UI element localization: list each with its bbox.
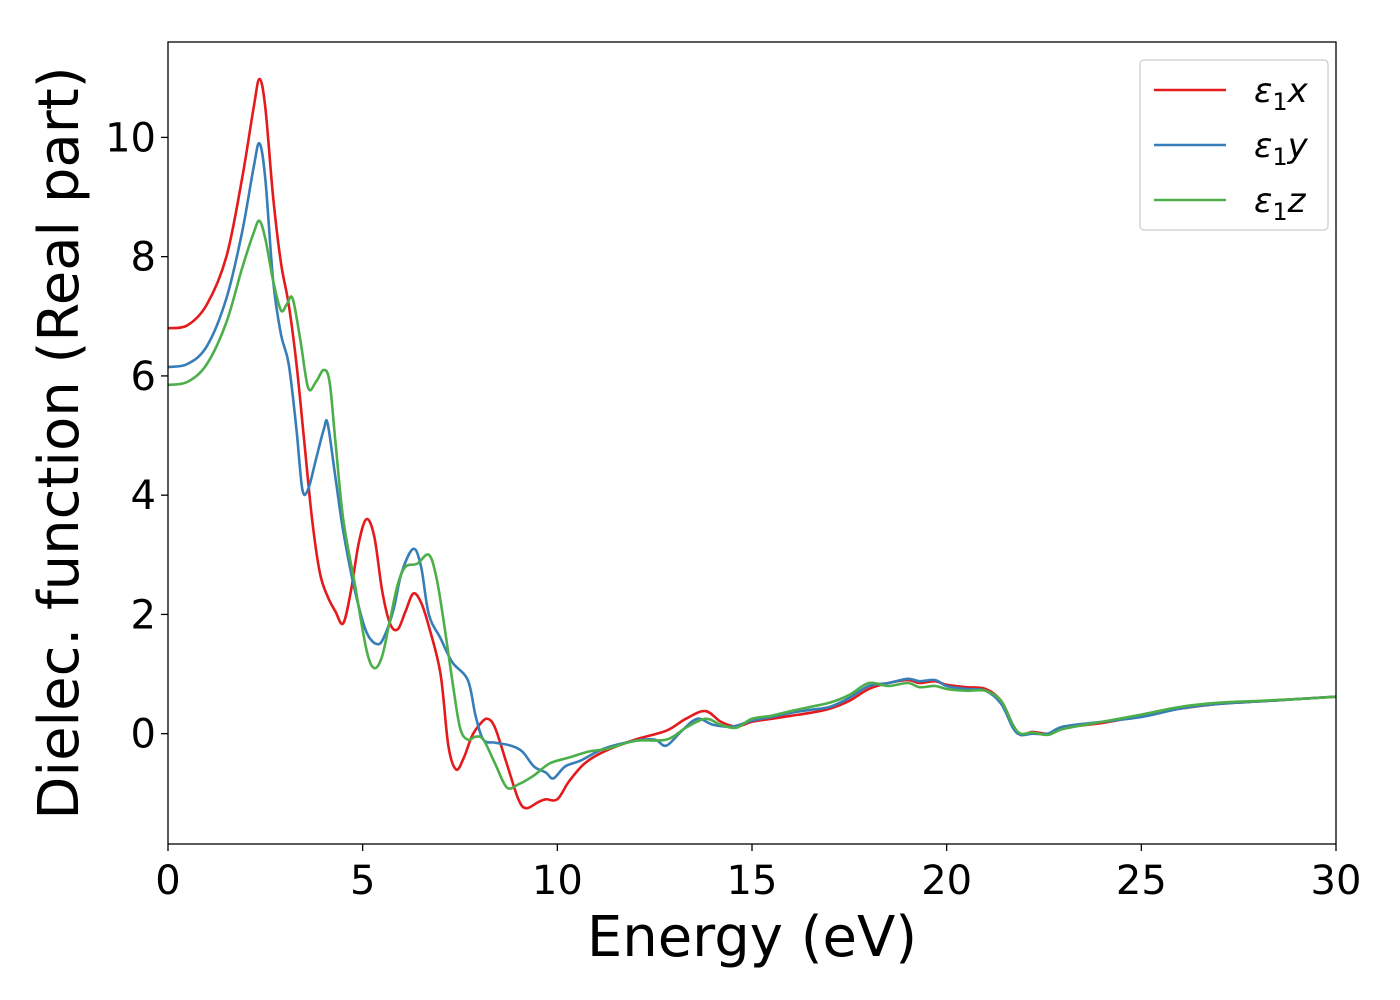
x-tick-label: 25 xyxy=(1116,858,1167,904)
y-axis-ticks: 0 2 4 6 8 10 xyxy=(105,115,168,758)
legend: ε1x ε1y ε1z xyxy=(1139,59,1329,231)
legend-label-y: ε1y xyxy=(1254,126,1309,171)
x-tick-label: 5 xyxy=(350,858,375,904)
y-axis-label: Dielec. function (Real part) xyxy=(27,66,92,819)
x-axis-label: Energy (eV) xyxy=(587,905,917,970)
y-tick-label: 10 xyxy=(105,115,156,161)
x-tick-label: 30 xyxy=(1311,858,1362,904)
x-tick-label: 20 xyxy=(921,858,972,904)
legend-box xyxy=(1139,59,1329,231)
y-tick-label: 0 xyxy=(131,712,156,758)
y-tick-label: 2 xyxy=(131,592,156,638)
y-tick-label: 4 xyxy=(131,473,156,519)
plot-area xyxy=(168,77,1336,810)
legend-label-x: ε1x xyxy=(1254,71,1309,116)
y-tick-label: 8 xyxy=(131,235,156,281)
y-tick-label: 6 xyxy=(131,354,156,400)
x-tick-label: 15 xyxy=(727,858,778,904)
series-line-x xyxy=(168,77,1336,810)
series-layer xyxy=(168,77,1336,810)
x-axis-ticks: 0 5 10 15 20 25 30 xyxy=(155,844,1361,904)
series-line-z xyxy=(168,219,1336,790)
x-tick-label: 10 xyxy=(532,858,583,904)
legend-label-z: ε1z xyxy=(1254,181,1307,226)
x-tick-label: 0 xyxy=(155,858,180,904)
